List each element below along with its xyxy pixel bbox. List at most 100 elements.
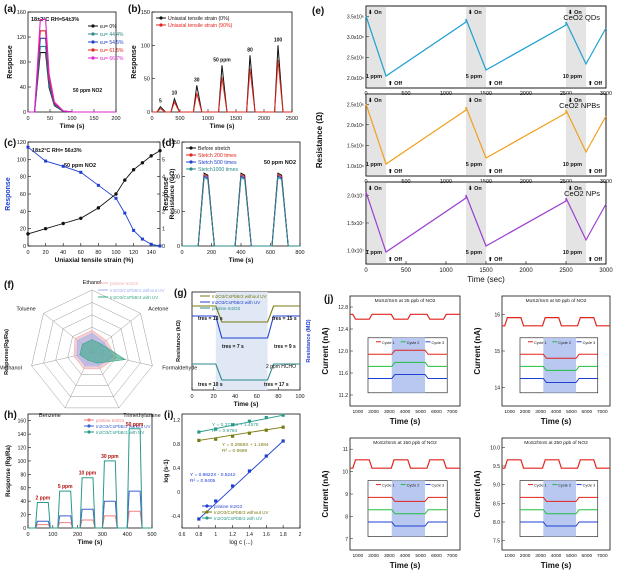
y-axis-label: Current (nA) [473, 470, 482, 517]
x-tick-label: 50 [47, 116, 53, 122]
annotation: 18±2°C RH= 56±3% [32, 148, 82, 154]
on-marker: ⬇ On [468, 185, 482, 192]
y-tick-label: 1 [162, 227, 165, 233]
x-tick-label: 800 [295, 250, 304, 256]
y-tick-label: 100 [141, 43, 150, 49]
y-tick-label: 0 [162, 244, 165, 250]
legend-label: εu= 61.5% [100, 48, 124, 54]
inset-cycle-line [520, 365, 598, 371]
data-point [114, 196, 118, 200]
y-axis-label: Resistance (Ω) [315, 112, 324, 169]
dose-label: 80 [247, 47, 253, 53]
inset-cycle-line [368, 374, 448, 379]
panel-label: (g) [174, 288, 187, 299]
radar-grid [55, 314, 129, 386]
annotation: 50 ppm NO2 [73, 88, 102, 94]
legend-label: Cycle 2 [407, 484, 420, 488]
legend-label: In2O3/CsPbBr3 without UV [110, 288, 165, 293]
x-tick-label: 4000 [400, 553, 411, 559]
x-axis-label: Time (s) [234, 401, 259, 408]
data-point [149, 154, 153, 158]
x-tick-label: 500 [175, 116, 184, 122]
annotation: 2 ppm HCHO [266, 364, 296, 370]
x-tick-label: 5000 [566, 409, 577, 415]
y-tick-label: 0 [23, 244, 26, 250]
off-marker: ⬆ Off [388, 168, 402, 175]
x-axis-label: Time (s) [541, 417, 572, 426]
inset-cycle-line [368, 496, 448, 502]
legend-label: εu= 44.4% [100, 32, 124, 38]
data-point [197, 430, 201, 434]
plot-frame [365, 5, 607, 89]
x-tick-label: 500 [147, 532, 156, 538]
response-time: tres = 10 s [198, 382, 223, 388]
x-tick-label: 6000 [582, 409, 593, 415]
x-tick-label: 20 [211, 394, 217, 400]
x-tick-label: 0 [180, 250, 183, 256]
y-tick-label: 160 [18, 419, 27, 425]
inset-shade [391, 480, 426, 537]
data-point [61, 164, 65, 168]
y-tick-label: 80 [20, 60, 26, 66]
y-tick-label: 11.6 [339, 371, 349, 377]
x-tick-label: 120 [129, 250, 138, 256]
panel-label: (b) [128, 4, 141, 15]
legend-label: Stetch1000 times [198, 167, 238, 173]
x-tick-label: 60 [78, 250, 84, 256]
subplot-title: MoS2/SnS at 50 ppb of NO2 [526, 298, 587, 304]
plot-frame [151, 11, 293, 113]
data-point [214, 427, 218, 431]
inset-cycle-line [368, 521, 448, 527]
x-axis-label: Time (s) [60, 123, 85, 130]
dose-label: 30 [194, 77, 200, 83]
x-tick-label: 6000 [582, 553, 593, 559]
y-tick-label: 0 [23, 526, 26, 532]
legend-entry: In2O3/CsPbBr3 with UV [200, 300, 260, 305]
x-tick-label: 1000 [353, 553, 364, 559]
on-marker: ⬇ On [468, 97, 482, 104]
x-tick-label: 2 [299, 532, 302, 538]
y-tick-label: 16 [494, 312, 500, 318]
x-tick-label: 3000 [535, 553, 546, 559]
data-point [140, 237, 144, 241]
x-axis-label: Time (s) [390, 417, 421, 426]
panel-label: (d) [162, 138, 175, 149]
on-marker: ⬇ On [468, 9, 482, 16]
legend-label: In2O3/CsPbBr3 without UV [96, 424, 151, 429]
x-tick-label: 400 [236, 250, 245, 256]
y-tick-label: 60 [20, 486, 26, 492]
series-line [28, 428, 152, 529]
inset-cycle-line [368, 509, 448, 515]
response-time: tres = 9 s [274, 344, 296, 350]
x-tick-label: 100 [67, 116, 76, 122]
x-tick-label: 200 [207, 250, 216, 256]
fit-r2: R² = 0.9689 [222, 448, 248, 454]
dose-label: 1 ppm [366, 250, 382, 256]
radar-axis-label: Acetone [148, 306, 168, 312]
exposure-shade [566, 182, 586, 264]
y-tick-label: 1.0x10⁶ [347, 164, 364, 170]
subplot: MoS2/SnS at 50 ppb of NO2 14 15 16 Current (… [473, 295, 611, 426]
y-tick-label: 50 [144, 77, 150, 83]
on-marker: ⬇ On [568, 97, 582, 104]
y-tick-label: 100 [18, 459, 27, 465]
x-tick-label: 1000 [504, 553, 515, 559]
data-point [96, 206, 101, 210]
x-tick-label: 3000 [535, 409, 546, 415]
x-tick-label: 6000 [431, 409, 442, 415]
subplot-title: CeO2 NPs [564, 189, 600, 198]
off-marker: ⬆ Off [488, 168, 502, 175]
legend-entry: pristine In2O3 [202, 504, 243, 509]
x-axis-label: Time (s) [390, 561, 421, 570]
x-tick-label: 400 [123, 532, 132, 538]
y-tick-label: 2.5x10⁶ [347, 55, 364, 61]
plot-frame [365, 93, 607, 177]
y-tick-label: 12.0 [338, 349, 348, 355]
y-tick-label: 7.5 [493, 539, 500, 545]
resistance-trace [365, 103, 607, 165]
dose-label: 5 ppm [466, 74, 482, 80]
data-point [247, 469, 252, 473]
y-tick-label: 9.0 [493, 483, 500, 489]
x-tick-label: 40 [60, 250, 66, 256]
